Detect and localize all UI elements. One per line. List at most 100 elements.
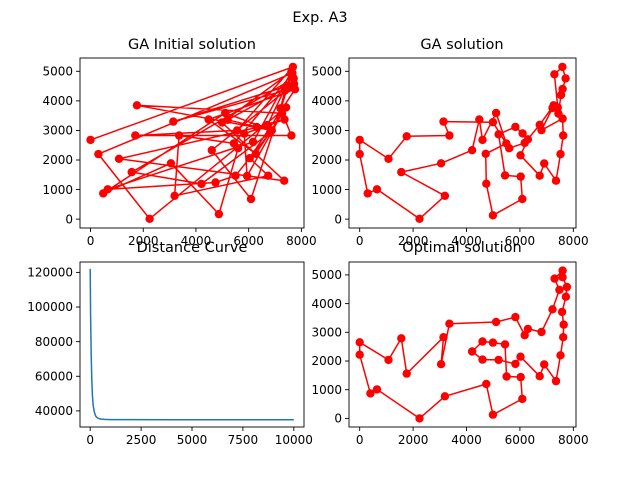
city-point	[281, 103, 291, 112]
city-point	[516, 151, 525, 160]
city-point	[384, 355, 393, 365]
city-point	[488, 211, 498, 220]
panel-distance-curve: Distance Curve 0 2500 5000 7500 10000 40000 60…	[27, 240, 313, 447]
city-point	[232, 126, 242, 135]
city-point	[478, 135, 487, 145]
city-point	[511, 312, 520, 322]
x-tick-label: 6000	[505, 433, 536, 447]
x-tick-label: 7500	[228, 433, 259, 447]
city-point	[551, 176, 561, 185]
x-tick-label: 8000	[558, 234, 589, 248]
panel-title-optimal-solution: Optimal solution	[402, 240, 521, 256]
city-point	[558, 62, 567, 72]
x-tick-label: 2000	[398, 234, 429, 248]
city-point	[439, 117, 448, 126]
x-tick-label: 2000	[128, 234, 159, 248]
city-point	[559, 131, 568, 140]
city-point	[245, 154, 254, 163]
city-point	[114, 154, 124, 163]
y-tick-label: 1000	[311, 183, 342, 197]
city-point	[518, 129, 527, 138]
city-point	[535, 120, 544, 129]
city-point	[520, 138, 529, 148]
city-point	[555, 285, 564, 294]
city-point	[559, 333, 568, 342]
city-point	[481, 149, 490, 158]
city-point	[523, 324, 533, 334]
city-point	[197, 179, 206, 189]
y-tick-label: 2000	[311, 153, 342, 167]
city-point	[169, 117, 178, 126]
city-point	[551, 376, 561, 386]
city-point	[554, 109, 563, 118]
y-tick-label: 5000	[311, 65, 342, 79]
city-point	[355, 338, 364, 347]
city-point	[436, 360, 446, 369]
city-point	[505, 144, 514, 153]
city-point	[246, 194, 256, 204]
city-point	[170, 191, 179, 200]
x-tick-label: 2500	[126, 433, 157, 447]
city-point	[520, 331, 529, 340]
city-point	[562, 282, 572, 292]
x-tick-label: 6000	[505, 234, 536, 248]
city-point	[478, 337, 487, 346]
x-tick-label: 8000	[558, 433, 589, 447]
y-tick-label: 4000	[311, 297, 342, 311]
city-point	[561, 292, 571, 301]
city-point	[500, 340, 510, 349]
city-point	[467, 347, 477, 356]
y-tick-label: 100000	[27, 300, 73, 314]
city-point	[475, 115, 484, 124]
city-point	[482, 379, 491, 389]
y-tick-label: 60000	[35, 369, 73, 383]
city-point	[99, 189, 108, 198]
panel-title-distance-curve: Distance Curve	[137, 240, 248, 256]
axes-frame-initial	[79, 57, 305, 229]
city-point	[516, 352, 525, 361]
y-tick-label: 80000	[35, 335, 73, 349]
y-tick-label: 3000	[42, 124, 73, 138]
city-point	[366, 389, 375, 398]
y-tick-label: 120000	[27, 266, 73, 280]
city-point	[363, 189, 372, 198]
y-tick-label: 5000	[311, 268, 342, 282]
city-point	[240, 129, 249, 138]
y-tick-label: 4000	[42, 94, 73, 108]
city-point	[402, 369, 411, 378]
city-point	[440, 392, 450, 401]
y-tick-label: 1000	[42, 183, 73, 197]
y-tick-label: 5000	[42, 65, 73, 79]
y-tick-label: 4000	[311, 94, 342, 108]
panel-ga-initial-solution: GA Initial solution 0 2000 4000 6000 8000 0 10…	[42, 37, 316, 248]
city-point	[491, 317, 501, 327]
city-point	[145, 214, 154, 223]
city-point	[482, 179, 491, 188]
city-point	[557, 307, 567, 317]
city-point	[491, 108, 501, 118]
city-point	[511, 359, 520, 369]
city-point	[500, 171, 510, 180]
city-point	[535, 171, 544, 180]
city-point	[264, 171, 273, 180]
panel-title-ga-initial-solution: GA Initial solution	[128, 37, 256, 53]
x-tick-label: 8000	[286, 234, 317, 248]
figure-suptitle: Exp. A3	[292, 10, 347, 26]
city-point	[372, 385, 382, 394]
y-tick-label: 2000	[311, 354, 342, 368]
city-point	[397, 167, 406, 177]
city-point	[233, 144, 243, 153]
x-tick-label: 5000	[177, 433, 208, 447]
city-point	[488, 410, 498, 419]
city-point	[502, 372, 511, 381]
city-point	[290, 85, 300, 94]
x-tick-label: 4000	[181, 234, 212, 248]
x-tick-label: 0	[87, 234, 95, 248]
city-point	[415, 414, 424, 423]
city-point	[488, 338, 498, 347]
panel-optimal-solution: Optimal solution 0 2000 4000 6000 8000 0 1000 2…	[311, 240, 588, 447]
city-point	[397, 334, 406, 343]
city-point	[535, 372, 544, 381]
x-tick-label: 6000	[233, 234, 264, 248]
